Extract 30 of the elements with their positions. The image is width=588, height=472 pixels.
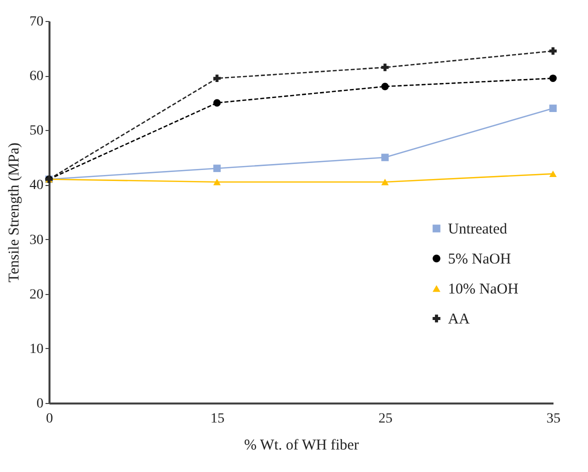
point — [549, 104, 557, 112]
x-tick-label: 0 — [46, 412, 53, 426]
x-axis-title: % Wt. of WH fiber — [244, 438, 359, 454]
legend-label: Untreated — [448, 222, 508, 238]
point — [213, 164, 221, 172]
y-tick-label: 50 — [30, 124, 44, 139]
point — [381, 154, 389, 162]
point — [213, 74, 221, 82]
x-tick-label: 15 — [210, 412, 224, 426]
y-tick-label: 10 — [30, 342, 44, 357]
point — [381, 82, 389, 90]
point — [381, 64, 389, 72]
point — [549, 47, 557, 55]
y-tick-label: 60 — [30, 69, 44, 84]
point — [381, 178, 389, 186]
point — [213, 99, 221, 107]
y-tick-label: 20 — [30, 287, 44, 302]
point — [549, 170, 557, 178]
legend-label: 5% NaOH — [448, 252, 512, 268]
point — [213, 178, 221, 186]
x-tick-label: 25 — [378, 412, 392, 426]
y-tick-label: 70 — [30, 14, 44, 30]
y-tick-label: 40 — [30, 178, 44, 194]
legend-label: AA — [448, 312, 470, 328]
legend-label: 10% NaOH — [448, 282, 519, 298]
y-tick-label: 30 — [30, 232, 44, 248]
x-tick-label: 35 — [546, 412, 560, 426]
y-tick-label: 0 — [36, 396, 44, 412]
point — [549, 74, 557, 82]
y-axis-title: Tensile Strength (MPa) — [6, 142, 22, 282]
